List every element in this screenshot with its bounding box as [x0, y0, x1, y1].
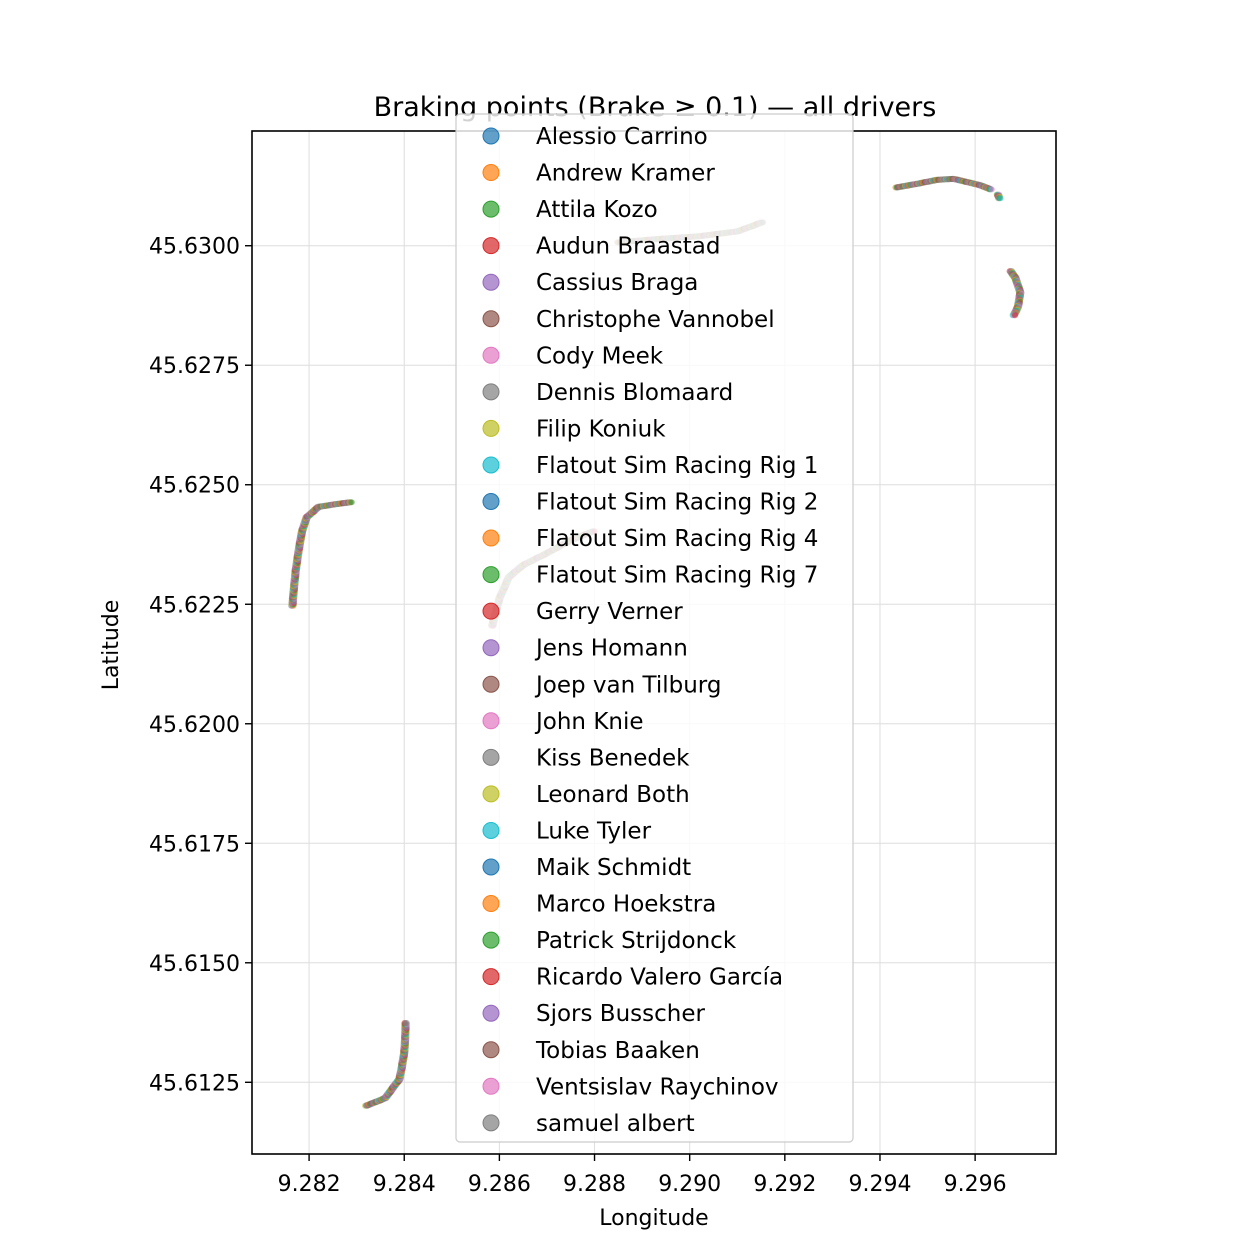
y-tick-label: 45.6125: [149, 1071, 240, 1096]
legend-marker: [482, 785, 500, 803]
x-tick-label: 9.296: [944, 1172, 1007, 1197]
braking-point: [348, 499, 355, 506]
legend-marker: [482, 1004, 500, 1022]
legend-entry-label: Sjors Busscher: [536, 1001, 706, 1027]
legend-marker: [482, 456, 500, 474]
legend-marker: [482, 1077, 500, 1095]
x-tick-label: 9.286: [468, 1172, 531, 1197]
legend-entry-label: Cody Meek: [536, 343, 664, 369]
legend-entry-label: Christophe Vannobel: [536, 307, 775, 333]
legend-marker: [482, 821, 500, 839]
legend-marker: [482, 895, 500, 913]
legend-entry-label: Joep van Tilburg: [534, 672, 721, 698]
x-axis-label: Longitude: [599, 1206, 708, 1231]
braking-point: [403, 1020, 410, 1026]
legend-marker: [482, 493, 500, 510]
legend-entry-label: Leonard Both: [536, 782, 690, 808]
legend-entry-label: Audun Braastad: [536, 234, 721, 260]
braking-point: [997, 195, 1004, 202]
legend-marker: [482, 858, 500, 876]
legend-marker: [482, 931, 500, 949]
legend-marker: [482, 602, 500, 620]
legend-marker: [482, 639, 500, 657]
y-tick-label: 45.6300: [149, 235, 240, 260]
x-tick-label: 9.290: [658, 1172, 721, 1197]
legend: Alessio Carrino Andrew Kramer Attila Kozo A…: [455, 113, 854, 1143]
legend-marker: [482, 237, 500, 255]
legend-marker: [482, 383, 500, 401]
legend-entry-label: Gerry Verner: [536, 599, 683, 625]
axis-ticks: 9.282 9.284 9.286 9.288 9.290 9.292 9.294 9.296…: [149, 235, 1007, 1197]
legend-marker: [482, 968, 500, 986]
y-tick-label: 45.6150: [149, 952, 240, 977]
legend-entry-label: Patrick Strijdonck: [536, 928, 737, 954]
legend-marker: [482, 712, 500, 730]
y-tick-label: 45.6175: [149, 832, 240, 857]
legend-marker: [482, 164, 500, 182]
legend-entry-label: Dennis Blomaard: [536, 380, 733, 406]
legend-marker: [482, 566, 500, 584]
y-tick-label: 45.6200: [149, 713, 240, 738]
legend-entry-label: Flatout Sim Racing Rig 7: [536, 563, 818, 589]
legend-marker: [482, 1114, 500, 1132]
legend-marker: [482, 1041, 500, 1059]
legend-entry-label: Kiss Benedek: [536, 745, 690, 771]
braking-zone-zone-right-small: [993, 191, 1004, 202]
y-tick-label: 45.6250: [149, 474, 240, 499]
braking-zone-zone-top-right: [892, 175, 995, 193]
x-tick-label: 9.282: [278, 1172, 341, 1197]
legend-entry-label: Ricardo Valero García: [536, 965, 783, 991]
x-tick-label: 9.292: [753, 1172, 816, 1197]
y-tick-label: 45.6275: [149, 354, 240, 379]
braking-point: [1012, 312, 1018, 319]
braking-point: [988, 186, 995, 193]
legend-entry-label: Marco Hoekstra: [536, 892, 716, 918]
x-tick-label: 9.294: [848, 1172, 911, 1197]
x-tick-label: 9.284: [373, 1172, 436, 1197]
legend-marker: [482, 419, 500, 437]
legend-marker: [482, 273, 500, 291]
legend-marker: [482, 346, 500, 364]
braking-zone-zone-far-right: [1006, 268, 1025, 319]
legend-entry-label: Andrew Kramer: [536, 161, 715, 187]
legend-entry-label: Filip Koniuk: [536, 416, 666, 442]
legend-entry-label: Flatout Sim Racing Rig 4: [536, 526, 818, 552]
legend-marker: [482, 310, 500, 328]
legend-entry-label: Flatout Sim Racing Rig 1: [536, 453, 818, 479]
legend-entry-label: Flatout Sim Racing Rig 2: [536, 490, 818, 516]
y-tick-label: 45.6225: [149, 593, 240, 618]
legend-box: [455, 113, 854, 1143]
legend-entry-label: Ventsislav Raychinov: [536, 1074, 779, 1100]
legend-marker: [482, 200, 500, 218]
braking-zone-zone-left: [288, 499, 355, 609]
legend-marker: [482, 529, 500, 547]
legend-entry-label: samuel albert: [536, 1111, 695, 1137]
legend-entry-label: Jens Homann: [534, 636, 688, 662]
legend-entry-label: Maik Schmidt: [536, 855, 691, 881]
y-axis-label: Latitude: [99, 600, 124, 691]
legend-entry-label: John Knie: [534, 709, 644, 735]
legend-entry-label: Attila Kozo: [536, 197, 658, 223]
braking-zone-zone-bottom: [362, 1020, 410, 1109]
legend-marker: [482, 675, 500, 693]
legend-marker: [482, 748, 500, 766]
legend-entry-label: Cassius Braga: [536, 270, 698, 296]
legend-entry-label: Alessio Carrino: [536, 124, 708, 150]
legend-marker: [482, 127, 500, 145]
x-tick-label: 9.288: [563, 1172, 626, 1197]
legend-entry-label: Tobias Baaken: [535, 1038, 700, 1064]
legend-entry-label: Luke Tyler: [536, 818, 652, 844]
